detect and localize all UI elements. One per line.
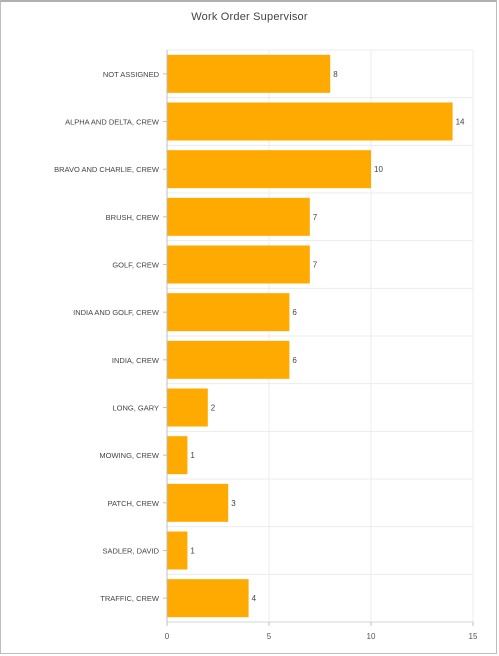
x-tick-label: 10 bbox=[367, 632, 376, 641]
category-label: NOT ASSIGNED bbox=[103, 70, 160, 79]
value-label: 3 bbox=[231, 499, 236, 508]
value-label: 1 bbox=[190, 451, 195, 460]
category-label: ALPHA AND DELTA, CREW bbox=[65, 118, 160, 127]
axes: 0 5 10 15 bbox=[163, 50, 478, 641]
bar[interactable] bbox=[167, 436, 188, 475]
bar[interactable] bbox=[167, 245, 310, 284]
bar[interactable] bbox=[167, 388, 208, 427]
bar[interactable] bbox=[167, 150, 372, 189]
bars bbox=[167, 54, 453, 618]
bar[interactable] bbox=[167, 579, 249, 618]
category-label: BRAVO AND CHARLIE, CREW bbox=[54, 165, 160, 174]
category-label: INDIA AND GOLF, CREW bbox=[73, 308, 160, 317]
bar[interactable] bbox=[167, 54, 331, 93]
category-label: BRUSH, CREW bbox=[106, 213, 160, 222]
value-label: 4 bbox=[252, 594, 257, 603]
x-tick-label: 0 bbox=[165, 632, 170, 641]
category-label: INDIA, CREW bbox=[112, 356, 160, 365]
category-label: LONG, GARY bbox=[112, 404, 159, 413]
category-label: PATCH, CREW bbox=[108, 499, 160, 508]
gridlines bbox=[166, 49, 474, 623]
bar[interactable] bbox=[167, 531, 188, 570]
value-label: 14 bbox=[456, 118, 465, 127]
category-label: GOLF, CREW bbox=[112, 261, 160, 270]
bar[interactable] bbox=[167, 102, 453, 141]
bar[interactable] bbox=[167, 340, 290, 379]
x-tick-label: 5 bbox=[267, 632, 272, 641]
category-label: MOWING, CREW bbox=[99, 451, 159, 460]
value-label: 10 bbox=[374, 165, 383, 174]
value-label: 6 bbox=[292, 308, 297, 317]
value-label: 1 bbox=[190, 547, 195, 556]
value-label: 8 bbox=[333, 70, 338, 79]
bar[interactable] bbox=[167, 483, 229, 522]
value-label: 2 bbox=[211, 404, 216, 413]
category-label: SADLER, DAVID bbox=[102, 547, 159, 556]
chart-title: Work Order Supervisor bbox=[191, 11, 308, 23]
value-label: 6 bbox=[292, 356, 297, 365]
category-label: TRAFFIC, CREW bbox=[100, 594, 160, 603]
value-label: 7 bbox=[313, 261, 318, 270]
x-tick-label: 15 bbox=[469, 632, 478, 641]
bar[interactable] bbox=[167, 197, 310, 236]
value-label: 7 bbox=[313, 213, 318, 222]
bar[interactable] bbox=[167, 293, 290, 332]
